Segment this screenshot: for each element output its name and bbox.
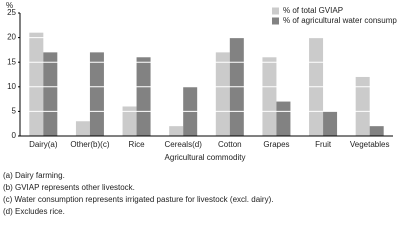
- bar: [43, 52, 58, 136]
- bar: [215, 52, 230, 136]
- footnote: (b) GVIAP represents other livestock.: [3, 183, 135, 192]
- bar: [323, 111, 338, 136]
- x-tick-label: Cotton: [218, 140, 242, 149]
- x-tick-label: Vegetables: [350, 140, 390, 149]
- bar: [169, 126, 184, 136]
- y-tick-label: 20: [7, 33, 16, 42]
- footnote: (a) Dairy farming.: [3, 171, 65, 180]
- chart: % Agricultural commodity 0 5 10 15 20 25 Dairy…: [3, 1, 397, 216]
- x-tick-label: Grapes: [263, 140, 289, 149]
- bar: [262, 57, 277, 136]
- y-tick-label: 5: [12, 107, 17, 116]
- bar: [276, 101, 291, 136]
- bar: [122, 106, 137, 136]
- footnote: (c) Water consumption represents irrigat…: [3, 195, 273, 204]
- bar: [75, 121, 90, 136]
- x-tick-label: Fruit: [315, 140, 332, 149]
- legend-swatch: [272, 17, 279, 25]
- x-tick-label: Rice: [129, 140, 146, 149]
- bar: [136, 57, 151, 136]
- bar: [89, 52, 104, 136]
- bar: [369, 126, 384, 136]
- legend-swatch: [272, 7, 279, 15]
- footnote: (d) Excludes rice.: [3, 207, 65, 216]
- y-tick-label: 15: [7, 57, 16, 66]
- y-tick-label: 25: [7, 8, 16, 17]
- x-tick-label: Dairy(a): [29, 140, 58, 149]
- x-tick-label: Other(b)(c): [70, 140, 109, 149]
- bar: [29, 32, 44, 136]
- legend-label: % of total GVIAP: [283, 6, 343, 15]
- legend-label: % of agricultural water consumption: [283, 16, 397, 25]
- bar: [355, 76, 370, 136]
- x-axis-label: Agricultural commodity: [165, 153, 246, 162]
- y-tick-label: 0: [12, 131, 17, 140]
- y-axis-label: %: [6, 1, 13, 10]
- x-tick-label: Cereals(d): [165, 140, 203, 149]
- y-tick-label: 10: [7, 82, 16, 91]
